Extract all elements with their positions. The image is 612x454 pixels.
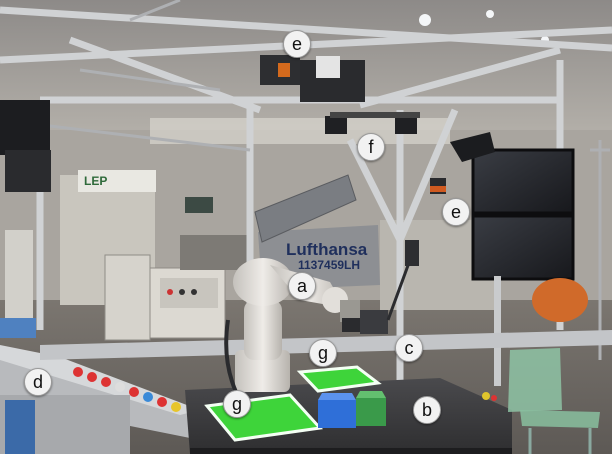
bg-machine <box>5 230 33 320</box>
label-g-left: g <box>223 390 251 418</box>
cable-drop <box>405 240 419 266</box>
ceiling-light <box>419 14 431 26</box>
conveyor-items <box>73 367 181 412</box>
camera-f-right <box>395 116 417 134</box>
label-e-top: e <box>283 30 311 58</box>
banner-brand-text: Lufthansa <box>286 240 368 259</box>
blue-bin <box>318 400 356 428</box>
camera-orange-mount <box>278 63 290 77</box>
left-monitor <box>0 100 50 155</box>
gripper-cable <box>386 259 412 321</box>
side-monitor-small <box>450 132 495 162</box>
camera-f-bar <box>330 112 420 118</box>
left-blue-display <box>0 318 36 338</box>
side-camera-e-mount <box>430 186 446 192</box>
label-f: f <box>357 133 385 161</box>
ceiling-light <box>486 10 494 18</box>
green-bin <box>356 398 386 426</box>
blue-bin-top <box>318 393 356 400</box>
bg-machine <box>180 235 250 270</box>
overhead-camera-lens <box>316 56 340 78</box>
green-chair-seat <box>520 410 600 428</box>
robot-arm-a <box>224 258 364 393</box>
monitor-pole <box>494 276 501 386</box>
blue-cabinet <box>5 400 35 454</box>
left-monitor-stand <box>5 150 51 192</box>
green-zone-right <box>296 365 382 393</box>
camera-f-left <box>325 116 347 134</box>
right-monitor-bottom <box>471 214 575 281</box>
right-monitor-top <box>471 148 575 215</box>
green-bin-top <box>356 391 386 398</box>
label-a: a <box>288 272 316 300</box>
panel-button <box>191 289 197 295</box>
lep-sign-board <box>78 170 156 192</box>
label-g-right: g <box>309 339 337 367</box>
aircraft-panel <box>254 174 357 243</box>
lep-sign-text: LEP <box>84 174 108 188</box>
label-e-right: e <box>442 198 470 226</box>
green-chair <box>508 348 562 412</box>
worker-orange <box>532 278 588 322</box>
panel-button <box>179 289 185 295</box>
bg-cabinet <box>104 254 151 341</box>
banner-id-text: 1137459LH <box>298 258 361 272</box>
gripper-c <box>360 310 388 334</box>
table-part <box>482 392 490 400</box>
label-d: d <box>24 368 52 396</box>
label-c: c <box>395 334 423 362</box>
label-b: b <box>413 396 441 424</box>
table-part <box>491 395 497 401</box>
table-edge <box>190 448 512 454</box>
bg-screen <box>185 197 213 213</box>
panel-button <box>167 289 173 295</box>
